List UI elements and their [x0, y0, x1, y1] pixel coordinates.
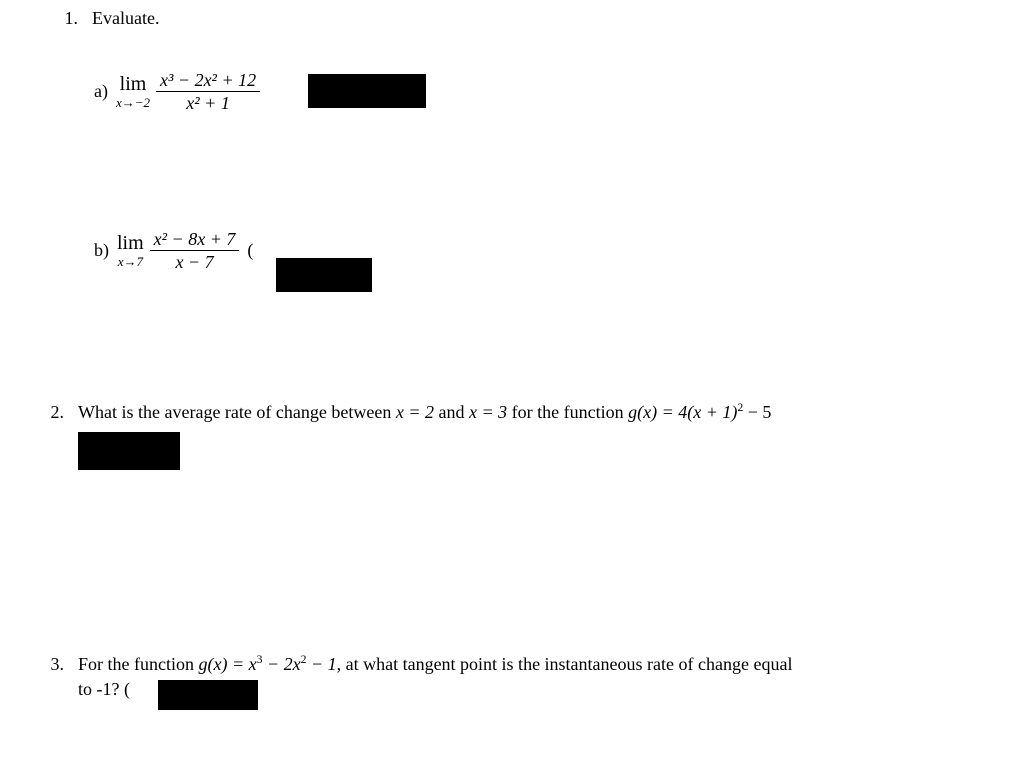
q1a-limit-expr: lim x→−2 x³ − 2x² + 12 x² + 1	[116, 71, 260, 112]
q1b-limit-expr: lim x→7 x² − 8x + 7 x − 7	[117, 230, 239, 271]
q1-prompt-text: Evaluate.	[92, 8, 159, 29]
q2-pre: What is the average rate of change betwe…	[78, 402, 396, 422]
redaction-box	[78, 432, 180, 470]
q1a-lim-sub: x→−2	[116, 96, 150, 109]
q1a-lim-operator: lim x→−2	[116, 74, 150, 109]
q3-row: 3. For the function g(x) = x3 − 2x2 − 1,…	[32, 654, 984, 675]
q1b-label: b)	[94, 240, 109, 261]
page: 1. Evaluate. a) lim x→−2 x³ − 2x² + 12 x…	[0, 0, 1014, 775]
q1-part-a: a) lim x→−2 x³ − 2x² + 12 x² + 1	[94, 71, 260, 112]
q2-minus5: − 5	[743, 402, 771, 422]
q3-pre: For the function	[78, 654, 198, 674]
q1b-fraction: x² − 8x + 7 x − 7	[150, 230, 240, 271]
q1a-label: a)	[94, 81, 108, 102]
question-2: 2. What is the average rate of change be…	[32, 402, 984, 423]
q2-row: 2. What is the average rate of change be…	[32, 402, 984, 423]
q3-g: g(x) = x	[198, 654, 256, 674]
q1b-lim-word: lim	[117, 233, 144, 253]
q1-part-b: b) lim x→7 x² − 8x + 7 x − 7 (	[94, 230, 260, 271]
q1b-numerator: x² − 8x + 7	[150, 230, 240, 251]
q1a-fraction: x³ − 2x² + 12 x² + 1	[156, 71, 260, 112]
q3-number: 3.	[32, 654, 64, 675]
q1b-trailing-paren: (	[247, 240, 253, 261]
question-1: 1. Evaluate. a) lim x→−2 x³ − 2x² + 12 x…	[48, 8, 260, 271]
q1-parts: a) lim x→−2 x³ − 2x² + 12 x² + 1 b)	[94, 71, 260, 271]
q3-mid2: − 1	[306, 654, 336, 674]
q2-text: What is the average rate of change betwe…	[78, 402, 771, 423]
q2-x2: x = 2	[396, 402, 434, 422]
q3-post: , at what tangent point is the instantan…	[337, 654, 793, 674]
redaction-box	[308, 74, 426, 108]
q1-prompt-row: 1. Evaluate.	[48, 8, 260, 29]
q1a-lim-word: lim	[120, 74, 147, 94]
redaction-box	[158, 680, 258, 710]
q3-paren-tail: (	[124, 679, 130, 699]
q1-number: 1.	[48, 8, 78, 29]
q2-x3: x = 3	[469, 402, 507, 422]
q1a-denominator: x² + 1	[182, 92, 234, 112]
q1b-lim-operator: lim x→7	[117, 233, 144, 268]
q3-mid1: − 2x	[262, 654, 300, 674]
q2-gfunc: g(x) = 4(x + 1)2 − 5	[628, 402, 771, 422]
q2-number: 2.	[32, 402, 64, 423]
q2-and: and	[434, 402, 469, 422]
q3-line2-pre: to -1?	[78, 679, 124, 699]
q1a-numerator: x³ − 2x² + 12	[156, 71, 260, 92]
q1b-denominator: x − 7	[171, 251, 217, 271]
q2-forfn: for the function	[507, 402, 628, 422]
q1b-lim-sub: x→7	[118, 255, 143, 268]
q2-g: g(x) = 4(x + 1)	[628, 402, 737, 422]
redaction-box	[276, 258, 372, 292]
q3-body: For the function g(x) = x3 − 2x2 − 1, at…	[78, 654, 792, 675]
